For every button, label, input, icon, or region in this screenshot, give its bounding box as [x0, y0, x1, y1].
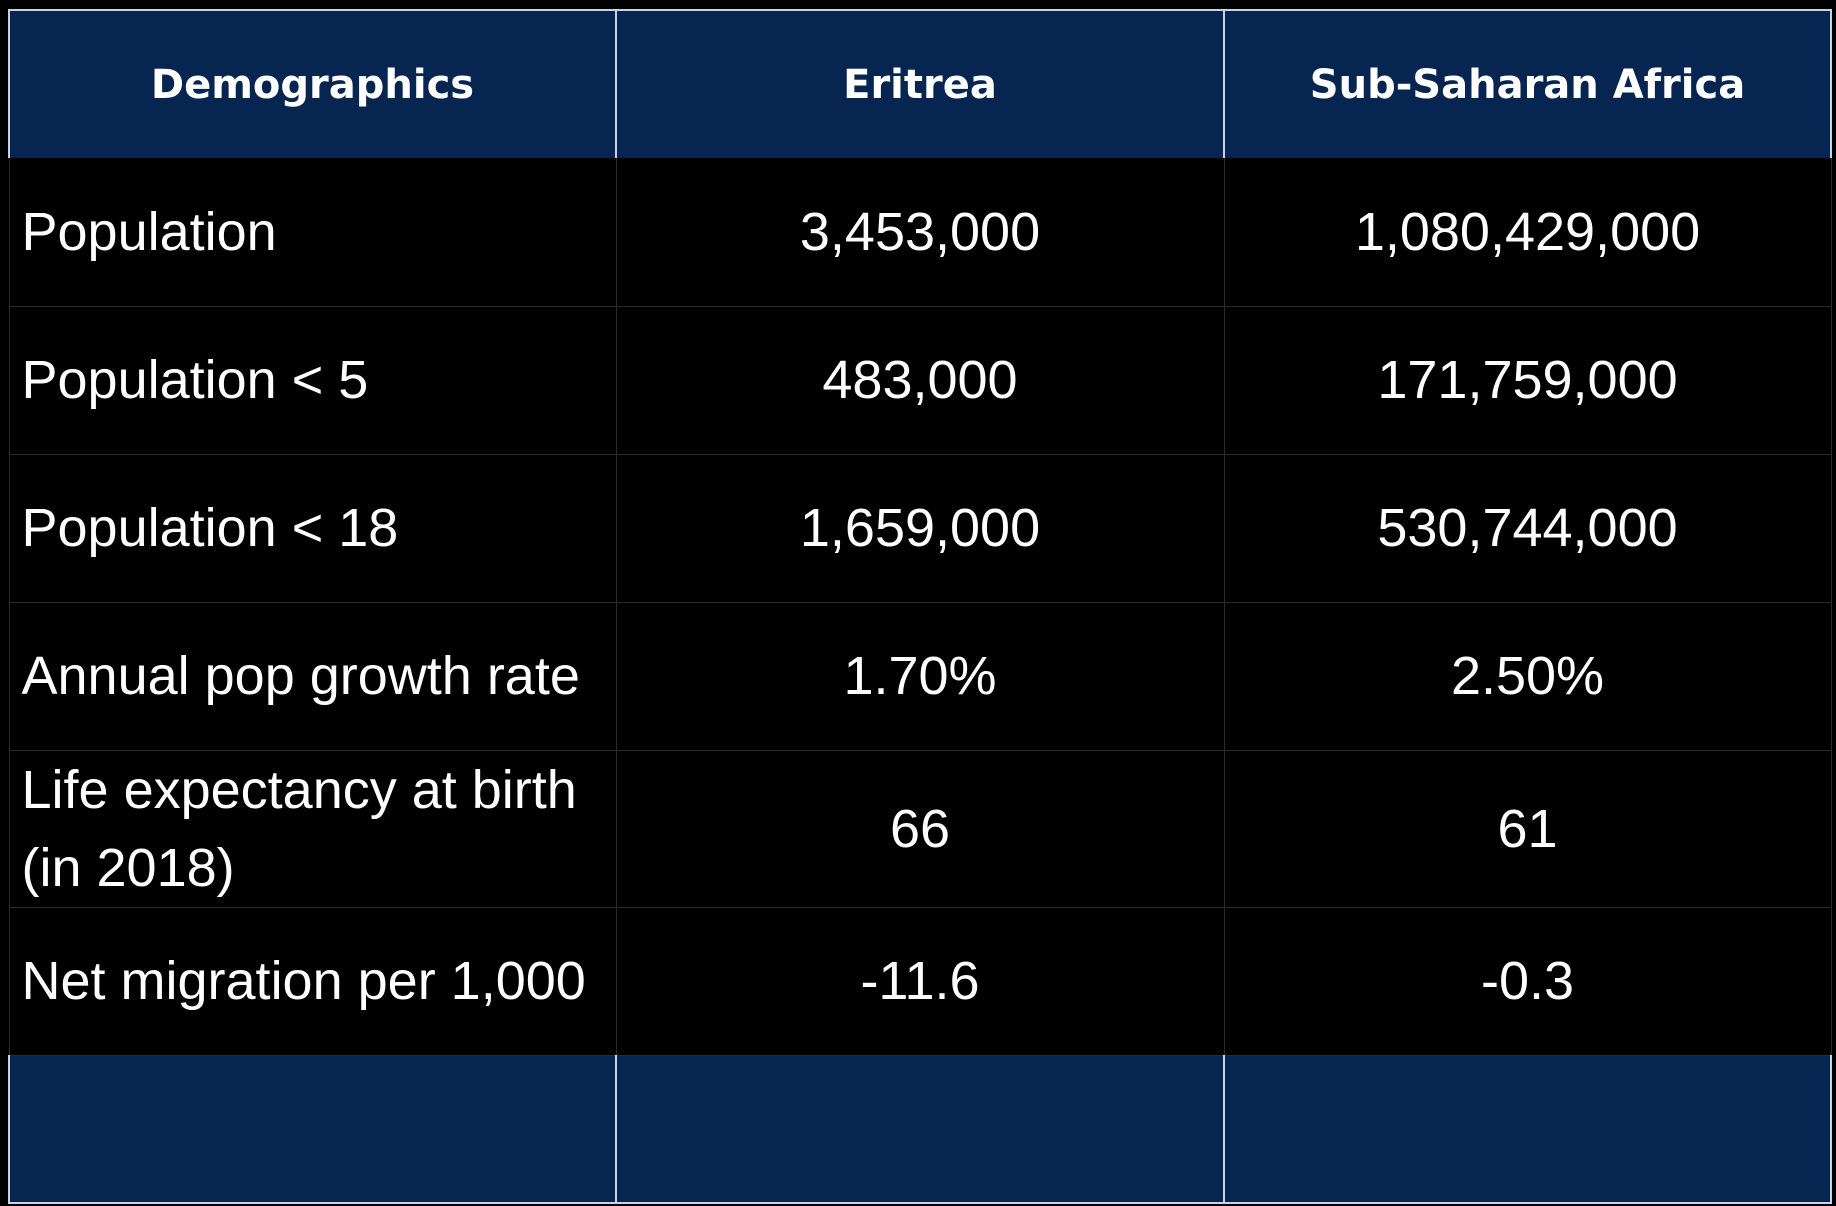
row-label: Annual pop growth rate: [8, 602, 617, 751]
sub-saharan-africa-value: 171,759,000: [1223, 306, 1832, 455]
demographics-table-container: Demographics Eritrea Sub-Saharan Africa …: [8, 9, 1832, 1204]
sub-saharan-africa-value: -0.3: [1223, 907, 1832, 1056]
table-header: Demographics Eritrea Sub-Saharan Africa: [8, 9, 1832, 158]
row-label: Population < 5: [8, 306, 617, 455]
row-label: Life expectancy at birth (in 2018): [8, 750, 617, 908]
table-row: Population 3,453,000 1,080,429,000: [8, 158, 1832, 307]
table-body: Population 3,453,000 1,080,429,000 Popul…: [8, 158, 1832, 1056]
footer-row: [8, 1055, 1832, 1204]
table-row: Population < 5 483,000 171,759,000: [8, 306, 1832, 455]
sub-saharan-africa-value: 530,744,000: [1223, 454, 1832, 603]
eritrea-value: 483,000: [615, 306, 1225, 455]
eritrea-value: 66: [615, 750, 1225, 908]
table-row: Life expectancy at birth (in 2018) 66 61: [8, 750, 1832, 908]
eritrea-value: 1,659,000: [615, 454, 1225, 603]
row-label: Net migration per 1,000: [8, 907, 617, 1056]
eritrea-value: 3,453,000: [615, 158, 1225, 307]
footer-cell: [1223, 1055, 1832, 1204]
table-row: Net migration per 1,000 -11.6 -0.3: [8, 907, 1832, 1056]
eritrea-value: 1.70%: [615, 602, 1225, 751]
column-header-sub-saharan-africa: Sub-Saharan Africa: [1223, 9, 1832, 158]
sub-saharan-africa-value: 1,080,429,000: [1223, 158, 1832, 307]
demographics-table: Demographics Eritrea Sub-Saharan Africa …: [8, 9, 1832, 1204]
row-label: Population < 18: [8, 454, 617, 603]
sub-saharan-africa-value: 61: [1223, 750, 1832, 908]
table-row: Annual pop growth rate 1.70% 2.50%: [8, 602, 1832, 751]
column-header-demographics: Demographics: [8, 9, 617, 158]
row-label: Population: [8, 158, 617, 307]
sub-saharan-africa-value: 2.50%: [1223, 602, 1832, 751]
header-row: Demographics Eritrea Sub-Saharan Africa: [8, 9, 1832, 158]
table-row: Population < 18 1,659,000 530,744,000: [8, 454, 1832, 603]
footer-cell: [615, 1055, 1225, 1204]
footer-cell: [8, 1055, 617, 1204]
column-header-eritrea: Eritrea: [615, 9, 1225, 158]
eritrea-value: -11.6: [615, 907, 1225, 1056]
table-footer: [8, 1055, 1832, 1204]
